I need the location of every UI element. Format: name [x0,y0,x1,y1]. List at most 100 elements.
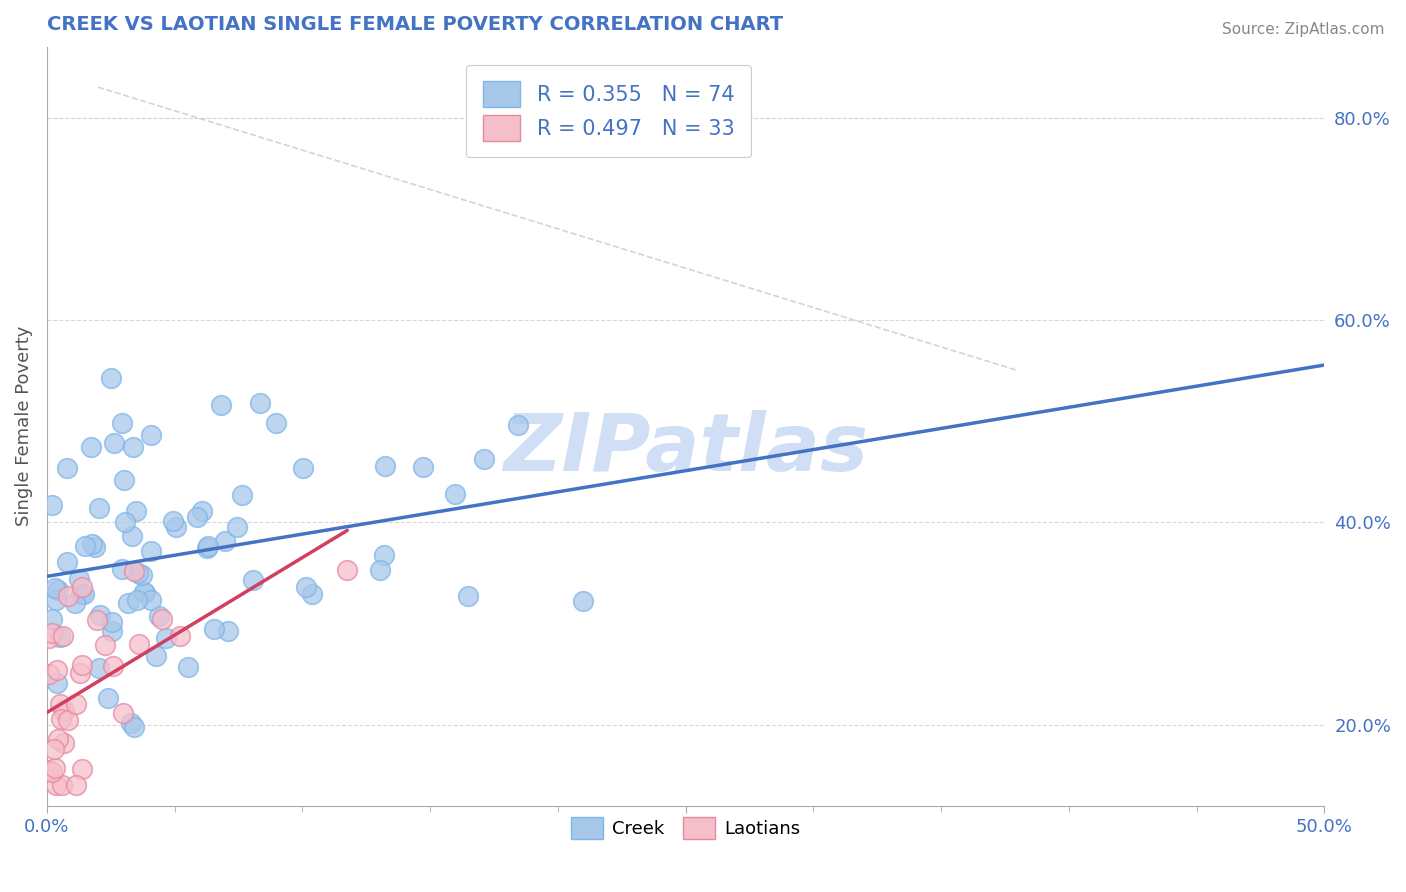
Point [82,536,104,550]
Point [294,580,316,594]
Point [242,573,264,587]
Point [49,712,72,726]
Point [122,564,145,578]
Point [69,666,91,681]
Point [49,697,72,711]
Point [41,625,63,640]
Point [72,581,94,595]
Point [52,704,75,718]
Point [56,461,79,475]
Point [51,779,73,793]
Point [301,587,323,601]
Point [131,567,153,582]
Point [150,612,173,626]
Point [197,539,219,553]
Point [63,596,86,610]
Point [46,676,69,690]
Point [148,609,170,624]
Text: ZIPatlas: ZIPatlas [503,410,868,488]
Point [73,539,96,553]
Point [145,649,167,664]
Point [41,765,63,780]
Y-axis label: Single Female Poverty: Single Female Poverty [15,326,32,526]
Point [44,762,66,776]
Point [41,498,63,512]
Point [56,589,79,603]
Point [155,632,177,646]
Point [373,549,395,563]
Point [128,637,150,651]
Point [177,659,200,673]
Point [87,500,110,515]
Point [231,487,253,501]
Point [55,555,77,569]
Point [121,529,143,543]
Point [67,572,90,586]
Point [94,638,117,652]
Point [46,731,69,746]
Point [65,779,87,793]
Point [83,540,105,554]
Point [472,452,495,467]
Point [52,629,75,643]
Point [101,615,124,629]
Point [127,566,149,581]
Point [122,720,145,734]
Point [249,396,271,410]
Point [374,459,396,474]
Point [125,593,148,607]
Point [103,436,125,450]
Point [70,762,93,776]
Point [73,587,96,601]
Point [97,690,120,705]
Point [195,541,218,556]
Point [291,460,314,475]
Point [209,398,232,412]
Point [457,589,479,603]
Point [65,697,87,711]
Point [46,582,69,597]
Point [214,534,236,549]
Point [100,371,122,385]
Point [52,736,75,750]
Point [41,612,63,626]
Point [572,593,595,607]
Point [412,460,434,475]
Point [101,659,124,673]
Point [117,596,139,610]
Point [86,613,108,627]
Point [191,504,214,518]
Point [46,664,69,678]
Point [162,514,184,528]
Legend: Creek, Laotians: Creek, Laotians [564,810,807,846]
Point [42,742,65,756]
Point [101,624,124,638]
Point [89,608,111,623]
Point [134,585,156,599]
Point [202,622,225,636]
Point [49,630,72,644]
Point [80,440,103,454]
Point [114,515,136,529]
Point [217,624,239,638]
Point [169,629,191,643]
Point [45,779,67,793]
Point [134,586,156,600]
Point [141,593,163,607]
Point [38,763,60,777]
Point [69,587,91,601]
Point [225,520,247,534]
Point [186,510,208,524]
Point [368,563,391,577]
Point [38,666,60,681]
Point [111,562,134,576]
Point [111,706,134,720]
Point [58,713,80,727]
Point [165,520,187,534]
Point [112,473,135,487]
Point [87,660,110,674]
Point [139,544,162,558]
Point [139,428,162,442]
Point [45,592,67,607]
Point [38,631,60,645]
